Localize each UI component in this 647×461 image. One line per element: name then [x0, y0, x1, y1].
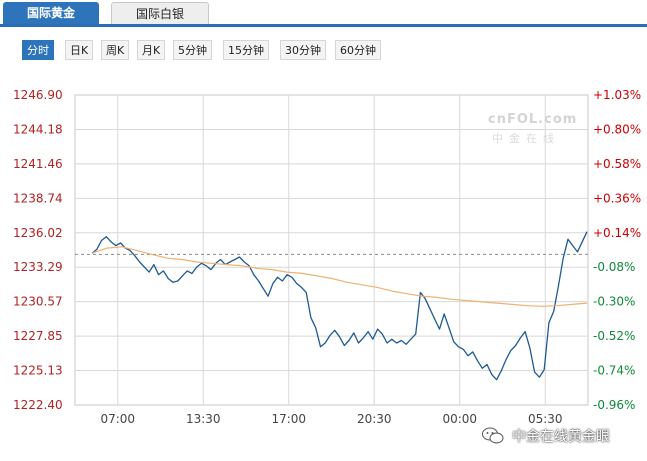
price-tick-label: 1222.40 — [13, 398, 63, 412]
percent-axis: +1.03% +0.80% +0.58% +0.36% +0.14% -0.08% -0.3… — [593, 88, 641, 412]
tabbar-underline — [0, 24, 647, 27]
percent-tick-label: +0.80% — [593, 122, 641, 136]
price-tick-label: 1246.90 — [13, 88, 63, 102]
chart-series — [91, 231, 588, 381]
percent-tick-label: +0.36% — [593, 191, 641, 205]
price-tick-label: 1236.02 — [13, 226, 63, 240]
price-tick-label: 1227.85 — [13, 329, 63, 343]
period-button-5min[interactable]: 5分钟 — [173, 40, 212, 60]
time-tick-label: 07:00 — [100, 412, 135, 426]
market-tabbar: 国际黄金 国际白银 — [0, 0, 647, 27]
tab-international-gold[interactable]: 国际黄金 — [3, 2, 99, 24]
price-tick-label: 1225.13 — [13, 364, 63, 378]
time-tick-label: 05:30 — [528, 412, 563, 426]
time-tick-label: 17:00 — [271, 412, 306, 426]
percent-tick-label: +0.58% — [593, 157, 641, 171]
price-tick-label: 1241.46 — [13, 157, 63, 171]
watermark-brand: cnFOL.com — [488, 112, 577, 127]
period-button-intraday[interactable]: 分时 — [22, 40, 54, 60]
footer-watermark-text: 中金在线黄金眼 — [512, 429, 610, 445]
time-tick-label: 00:00 — [442, 412, 477, 426]
price-tick-label: 1244.18 — [13, 122, 63, 136]
average-price-line — [91, 246, 588, 307]
percent-tick-label: -0.52% — [593, 329, 635, 343]
period-button-60min[interactable]: 60分钟 — [335, 40, 381, 60]
intraday-price-chart: cnFOL.com 中金在线 1246.90 1244.18 1241.46 1238… — [13, 88, 641, 426]
gold-price-line — [91, 231, 588, 381]
price-tick-label: 1238.74 — [13, 191, 63, 205]
percent-tick-label: +1.03% — [593, 88, 641, 102]
time-tick-label: 20:30 — [357, 412, 392, 426]
chart-grid — [74, 94, 589, 406]
plot-frame — [74, 94, 589, 406]
period-button-daily-k[interactable]: 日K — [65, 40, 94, 60]
price-tick-label: 1233.29 — [13, 260, 63, 274]
percent-tick-label: -0.30% — [593, 295, 635, 309]
percent-tick-label: -0.74% — [593, 364, 635, 378]
period-button-weekly-k[interactable]: 周K — [101, 40, 130, 60]
period-button-30min[interactable]: 30分钟 — [280, 40, 326, 60]
percent-tick-label: -0.08% — [593, 260, 635, 274]
time-tick-label: 13:30 — [186, 412, 221, 426]
price-tick-label: 1230.57 — [13, 295, 63, 309]
wechat-icon — [482, 427, 504, 444]
period-button-15min[interactable]: 15分钟 — [223, 40, 269, 60]
watermark-subtitle: 中金在线 — [492, 131, 560, 145]
percent-tick-label: -0.96% — [593, 398, 635, 412]
tab-international-silver[interactable]: 国际白银 — [111, 2, 209, 24]
cnfol-watermark: cnFOL.com 中金在线 — [488, 112, 577, 145]
price-axis: 1246.90 1244.18 1241.46 1238.74 1236.02 1233.… — [13, 88, 63, 412]
time-axis: 07:00 13:30 17:00 20:30 00:00 05:30 — [100, 412, 562, 426]
period-button-monthly-k[interactable]: 月K — [137, 40, 166, 60]
percent-tick-label: +0.14% — [593, 226, 641, 240]
